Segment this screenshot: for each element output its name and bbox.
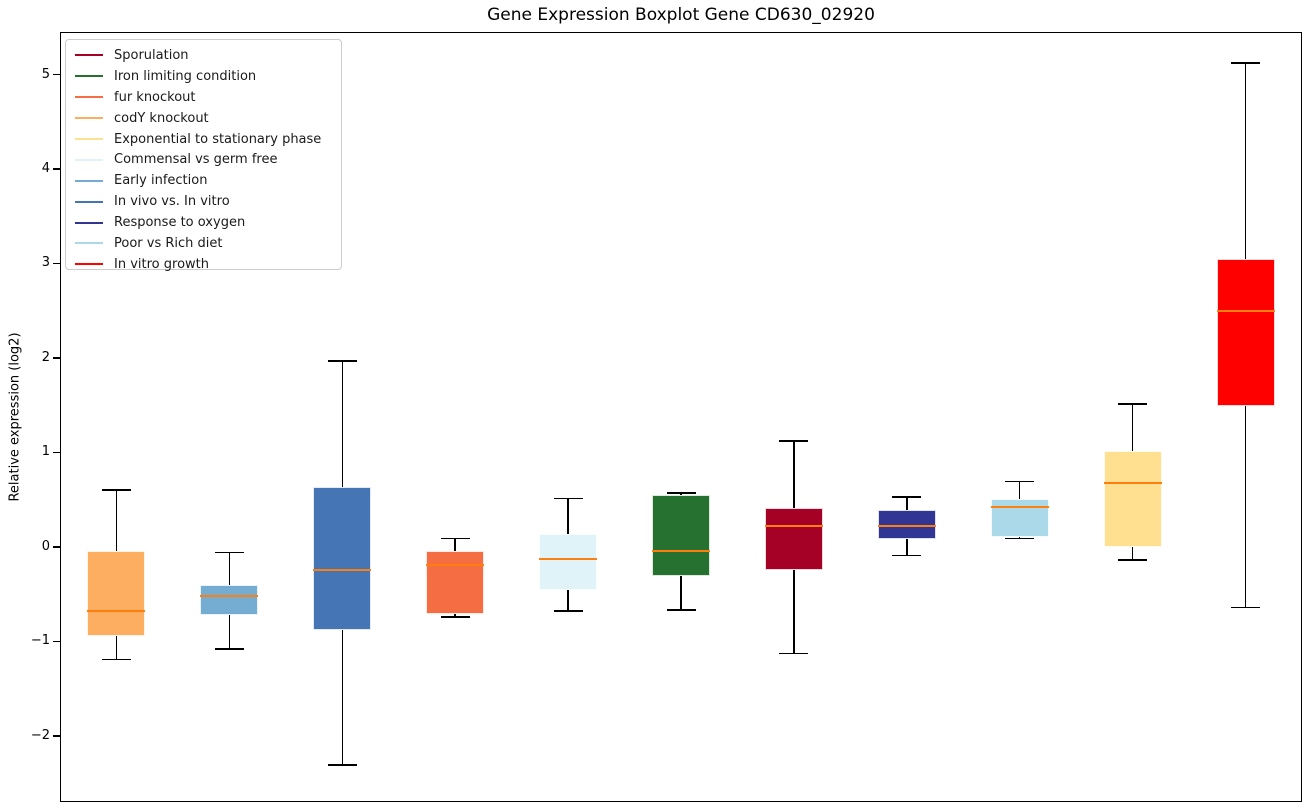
y-tick-label: −2 xyxy=(30,727,50,743)
legend-item: Commensal vs germ free xyxy=(75,149,332,170)
legend-item: Poor vs Rich diet xyxy=(75,233,332,254)
legend-item: Iron limiting condition xyxy=(75,66,332,87)
legend-item: In vitro growth xyxy=(75,254,332,275)
y-tick-mark xyxy=(53,357,60,359)
legend-item: In vivo vs. In vitro xyxy=(75,191,332,212)
boxplot-median xyxy=(426,563,485,566)
legend-label: Early infection xyxy=(114,173,208,189)
y-tick-mark xyxy=(53,73,60,76)
boxplot-box xyxy=(200,584,259,615)
boxplot-box xyxy=(426,550,485,614)
boxplot-cap-bottom xyxy=(779,652,809,655)
legend-item: Early infection xyxy=(75,170,332,191)
boxplot-median xyxy=(764,525,823,528)
boxplot-median xyxy=(877,525,936,528)
legend-color-swatch xyxy=(75,117,103,120)
legend-item: codY knockout xyxy=(75,108,332,129)
y-tick-mark xyxy=(53,168,60,170)
legend-color-swatch xyxy=(75,263,103,266)
y-tick-mark xyxy=(53,262,60,265)
boxplot-cap-top xyxy=(1118,403,1148,405)
y-tick-mark xyxy=(53,546,60,548)
boxplot-box xyxy=(990,498,1049,538)
y-tick-mark xyxy=(53,451,60,454)
legend-label: In vitro growth xyxy=(114,256,209,272)
legend-color-swatch xyxy=(75,200,103,203)
boxplot-cap-top xyxy=(779,440,809,442)
boxplot-cap-top xyxy=(327,360,357,362)
boxplot-cap-bottom xyxy=(1005,537,1035,540)
boxplot-cap-bottom xyxy=(440,616,470,618)
boxplot-cap-bottom xyxy=(1118,559,1148,561)
boxplot-cap-top xyxy=(1231,62,1261,64)
legend-item: Sporulation xyxy=(75,45,332,66)
legend-item: Response to oxygen xyxy=(75,212,332,233)
boxplot-cap-top xyxy=(666,492,696,494)
boxplot-median xyxy=(990,506,1049,509)
boxplot-cap-top xyxy=(553,497,583,500)
boxplot-median xyxy=(1216,309,1275,312)
boxplot-cap-top xyxy=(101,489,131,491)
boxplot-cap-bottom xyxy=(327,764,357,766)
boxplot-cap-top xyxy=(214,551,244,554)
y-tick-label: 4 xyxy=(41,160,50,176)
y-tick-label: −1 xyxy=(30,633,50,649)
legend-color-swatch xyxy=(75,221,103,224)
boxplot-cap-bottom xyxy=(553,610,583,612)
boxplot-median xyxy=(200,595,259,598)
legend-label: Iron limiting condition xyxy=(114,68,257,84)
boxplot-box xyxy=(87,550,146,636)
legend-color-swatch xyxy=(75,242,103,245)
boxplot-box xyxy=(1216,258,1275,407)
y-tick-label: 2 xyxy=(41,349,50,365)
boxplot-box xyxy=(1103,451,1162,547)
y-tick-mark xyxy=(53,640,60,643)
boxplot-cap-bottom xyxy=(101,658,131,661)
legend-color-swatch xyxy=(75,158,103,161)
boxplot-cap-bottom xyxy=(666,609,696,611)
legend-label: Response to oxygen xyxy=(114,215,246,231)
boxplot-median xyxy=(539,558,598,561)
legend-item: Exponential to stationary phase xyxy=(75,129,332,150)
legend: Sporulation Iron limiting condition fur kn… xyxy=(65,39,342,272)
legend-color-swatch xyxy=(75,138,103,140)
boxplot-median xyxy=(1103,481,1162,484)
legend-label: In vivo vs. In vitro xyxy=(114,194,230,210)
boxplot-cap-top xyxy=(440,537,470,540)
legend-label: Exponential to stationary phase xyxy=(114,131,322,147)
boxplot-median xyxy=(87,610,146,613)
boxplot-cap-bottom xyxy=(1231,606,1261,609)
y-tick-label: 3 xyxy=(41,255,50,271)
legend-color-swatch xyxy=(75,75,103,78)
boxplot-median xyxy=(652,549,710,552)
boxplot-median xyxy=(313,568,372,571)
legend-label: Poor vs Rich diet xyxy=(114,235,223,251)
boxplot-cap-bottom xyxy=(214,648,244,650)
legend-label: Sporulation xyxy=(114,47,189,63)
legend-label: Commensal vs germ free xyxy=(114,152,278,168)
legend-label: codY knockout xyxy=(114,110,209,126)
legend-color-swatch xyxy=(75,96,103,99)
boxplot-box xyxy=(539,533,598,591)
boxplot-cap-top xyxy=(1005,480,1035,483)
boxplot-box xyxy=(877,510,936,540)
legend-item: fur knockout xyxy=(75,87,332,108)
boxplot-box xyxy=(764,508,823,570)
y-tick-label: 1 xyxy=(41,444,50,460)
legend-label: fur knockout xyxy=(114,89,196,105)
boxplot-box xyxy=(652,494,710,577)
boxplot-cap-top xyxy=(892,496,922,498)
legend-color-swatch xyxy=(75,179,103,182)
legend-color-swatch xyxy=(75,54,103,57)
y-tick-label: 0 xyxy=(41,538,50,554)
chart-title: Gene Expression Boxplot Gene CD630_02920 xyxy=(487,5,875,25)
y-tick-label: 5 xyxy=(41,66,50,82)
boxplot-box xyxy=(313,487,372,631)
y-tick-mark xyxy=(53,735,60,737)
boxplot-cap-bottom xyxy=(892,554,922,557)
